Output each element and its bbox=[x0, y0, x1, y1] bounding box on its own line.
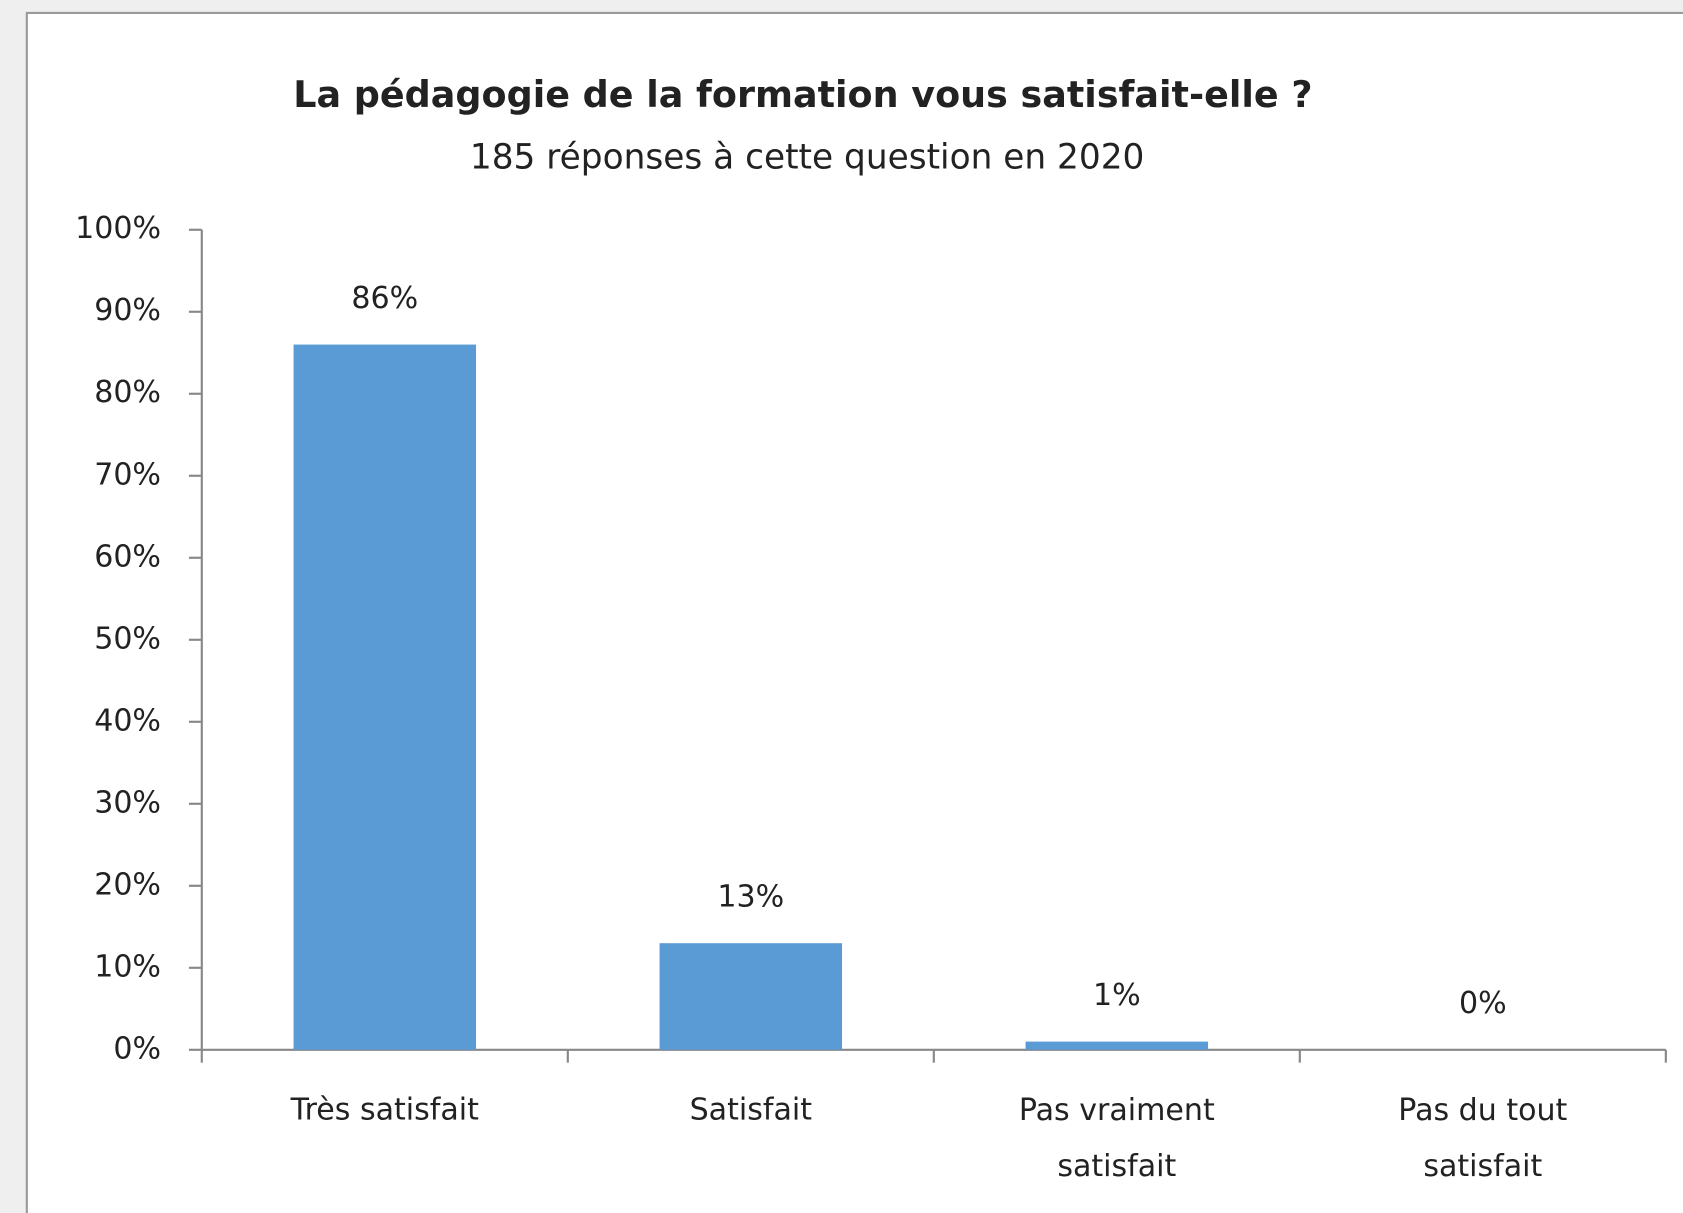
bar bbox=[659, 943, 843, 1050]
x-tick-label: Pas du tout satisfait bbox=[1398, 1092, 1567, 1183]
y-tick-label: 100% bbox=[75, 211, 161, 246]
y-tick-label: 60% bbox=[94, 539, 161, 574]
x-tick-label-line: Pas du tout bbox=[1398, 1092, 1567, 1127]
x-tick-label: Satisfait bbox=[690, 1092, 813, 1127]
chart-subtitle: 185 réponses à cette question en 2020 bbox=[470, 137, 1145, 177]
value-label: 13% bbox=[717, 880, 784, 915]
y-tick-label: 50% bbox=[94, 621, 161, 656]
y-tick-label: 30% bbox=[94, 785, 161, 820]
chart-title: La pédagogie de la formation vous satisf… bbox=[293, 73, 1312, 116]
x-tick-label-line: satisfait bbox=[1423, 1148, 1542, 1183]
x-tick-label-line: satisfait bbox=[1057, 1148, 1176, 1183]
x-tick-label-line: Pas vraiment bbox=[1019, 1092, 1215, 1127]
value-label: 0% bbox=[1459, 986, 1507, 1021]
value-label: 86% bbox=[351, 281, 418, 316]
x-tick-label: Pas vraiment satisfait bbox=[1019, 1092, 1215, 1183]
bar bbox=[1025, 1041, 1209, 1050]
x-tick-label: Très satisfait bbox=[290, 1092, 480, 1127]
chart-frame bbox=[25, 11, 1683, 1213]
y-tick-label: 0% bbox=[113, 1031, 161, 1066]
y-tick-label: 80% bbox=[94, 375, 161, 410]
value-label: 1% bbox=[1093, 978, 1141, 1013]
y-tick-label: 40% bbox=[94, 703, 161, 738]
y-tick-label: 10% bbox=[94, 949, 161, 984]
bar bbox=[293, 344, 477, 1050]
y-tick-label: 90% bbox=[94, 293, 161, 328]
y-tick-label: 70% bbox=[94, 457, 161, 492]
y-tick-label: 20% bbox=[94, 867, 161, 902]
